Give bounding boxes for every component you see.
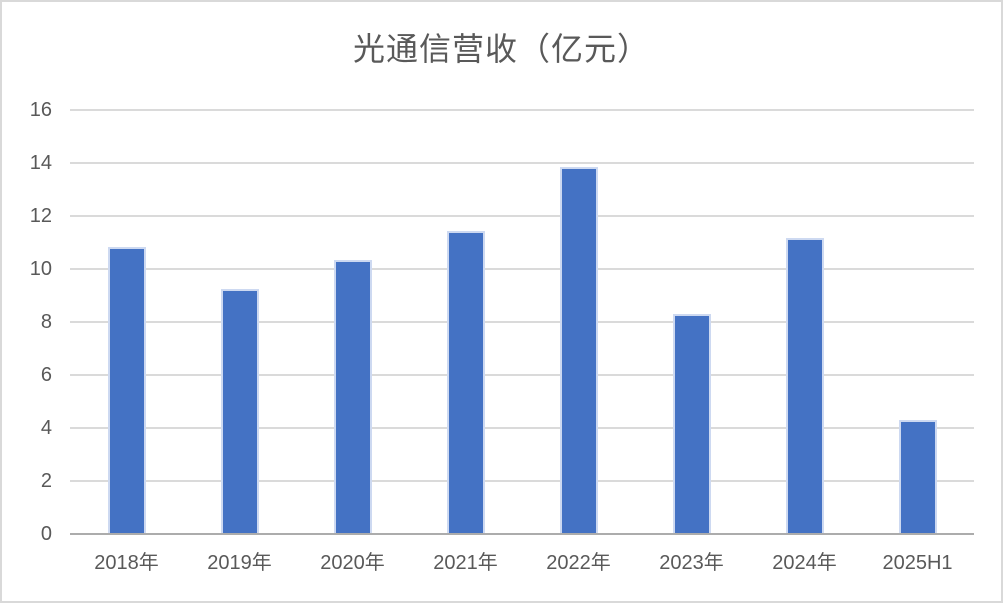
gridline-y-4 [70, 427, 974, 429]
y-tick-label: 8 [40, 311, 52, 333]
x-axis-line [70, 533, 974, 535]
x-tick-label: 2021年 [433, 552, 498, 574]
x-tick-label: 2018年 [94, 552, 159, 574]
y-tick-label: 14 [29, 152, 52, 174]
x-tick-label: 2019年 [207, 552, 272, 574]
y-tick-label: 12 [29, 205, 52, 227]
bar-2023年 [672, 314, 711, 533]
y-tick-label: 10 [29, 258, 52, 280]
gridline-y-6 [70, 374, 974, 376]
x-tick-label: 2020年 [320, 552, 385, 574]
y-tick-label: 16 [29, 99, 52, 121]
x-tick-label: 2024年 [772, 552, 837, 574]
bar-2019年 [220, 289, 259, 533]
chart-title: 光通信营收（亿元） [352, 31, 650, 67]
y-tick-label: 0 [40, 523, 52, 545]
gridline-y-16 [70, 109, 974, 111]
x-tick-label: 2022年 [546, 552, 611, 574]
y-tick-label: 6 [40, 364, 52, 386]
gridline-y-2 [70, 480, 974, 482]
bar-2021年 [446, 230, 485, 533]
gridline-y-8 [70, 321, 974, 323]
gridline-y-14 [70, 162, 974, 164]
bar-2025H1 [898, 420, 937, 533]
gridline-y-12 [70, 215, 974, 217]
x-tick-label: 2025H1 [882, 552, 953, 574]
bar-2024年 [785, 237, 824, 533]
gridline-y-10 [70, 268, 974, 270]
bar-2018年 [107, 246, 146, 533]
y-tick-label: 4 [40, 417, 52, 439]
plot-area [70, 109, 974, 535]
bar-2020年 [333, 260, 372, 533]
bar-2022年 [559, 167, 598, 533]
y-tick-label: 2 [40, 470, 52, 492]
x-tick-label: 2023年 [659, 552, 724, 574]
